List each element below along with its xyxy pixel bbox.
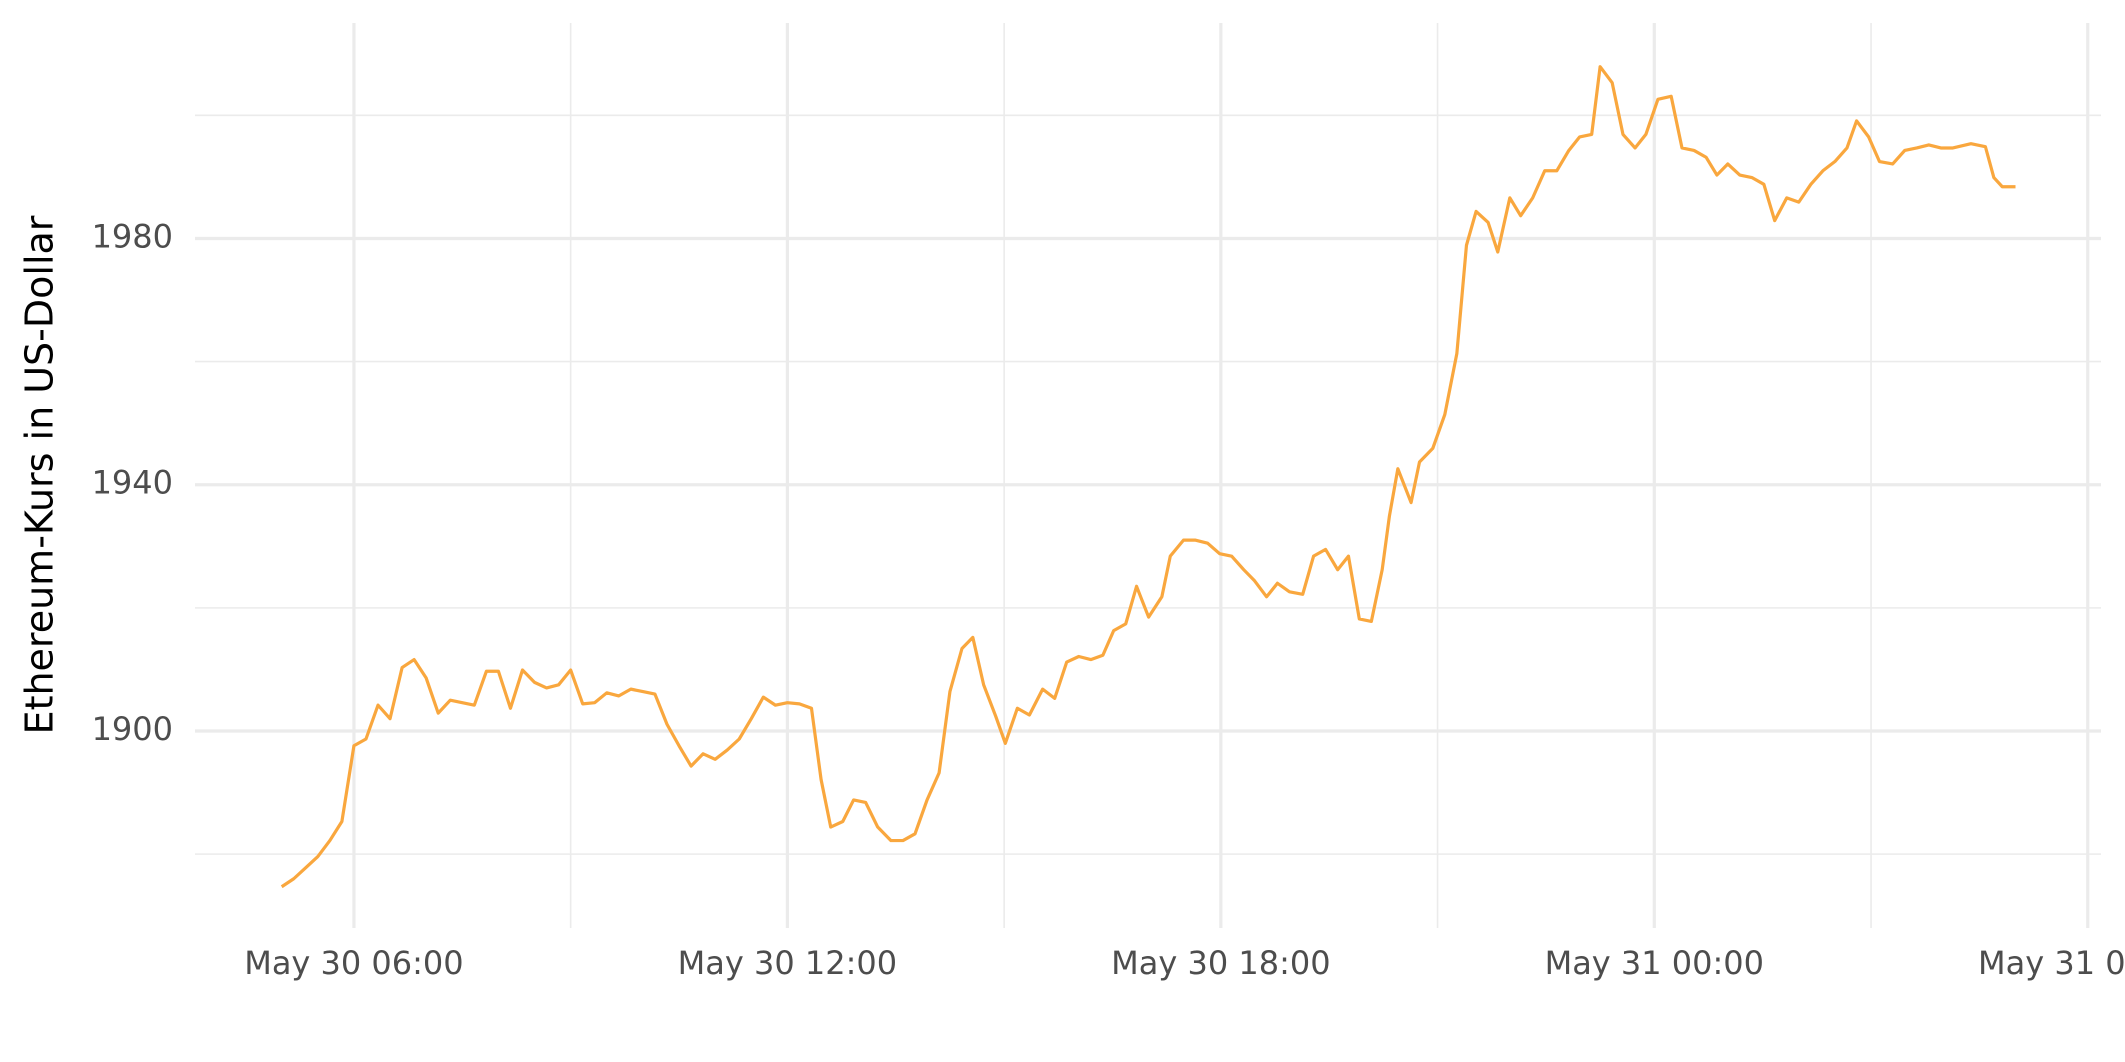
y-tick-label: 1980: [92, 217, 173, 255]
x-tick-label: May 30 06:00: [244, 944, 463, 982]
labels: 1900 1940 1980 May 30 06:00 May 30 12:00 May …: [92, 217, 2125, 982]
y-axis-title: Ethereum-Kurs in US-Dollar: [18, 215, 62, 734]
y-tick-label: 1940: [92, 464, 173, 502]
grid: [195, 23, 2101, 928]
x-tick-label: May 31 00:00: [1545, 944, 1764, 982]
line: [280, 65, 2016, 889]
x-tick-label: May 30 18:00: [1111, 944, 1330, 982]
y-tick-label: 1900: [92, 710, 173, 748]
x-tick-label: May 30 12:00: [678, 944, 897, 982]
x-tick-label: May 31 06:00: [1978, 944, 2125, 982]
marks: [280, 65, 2016, 889]
